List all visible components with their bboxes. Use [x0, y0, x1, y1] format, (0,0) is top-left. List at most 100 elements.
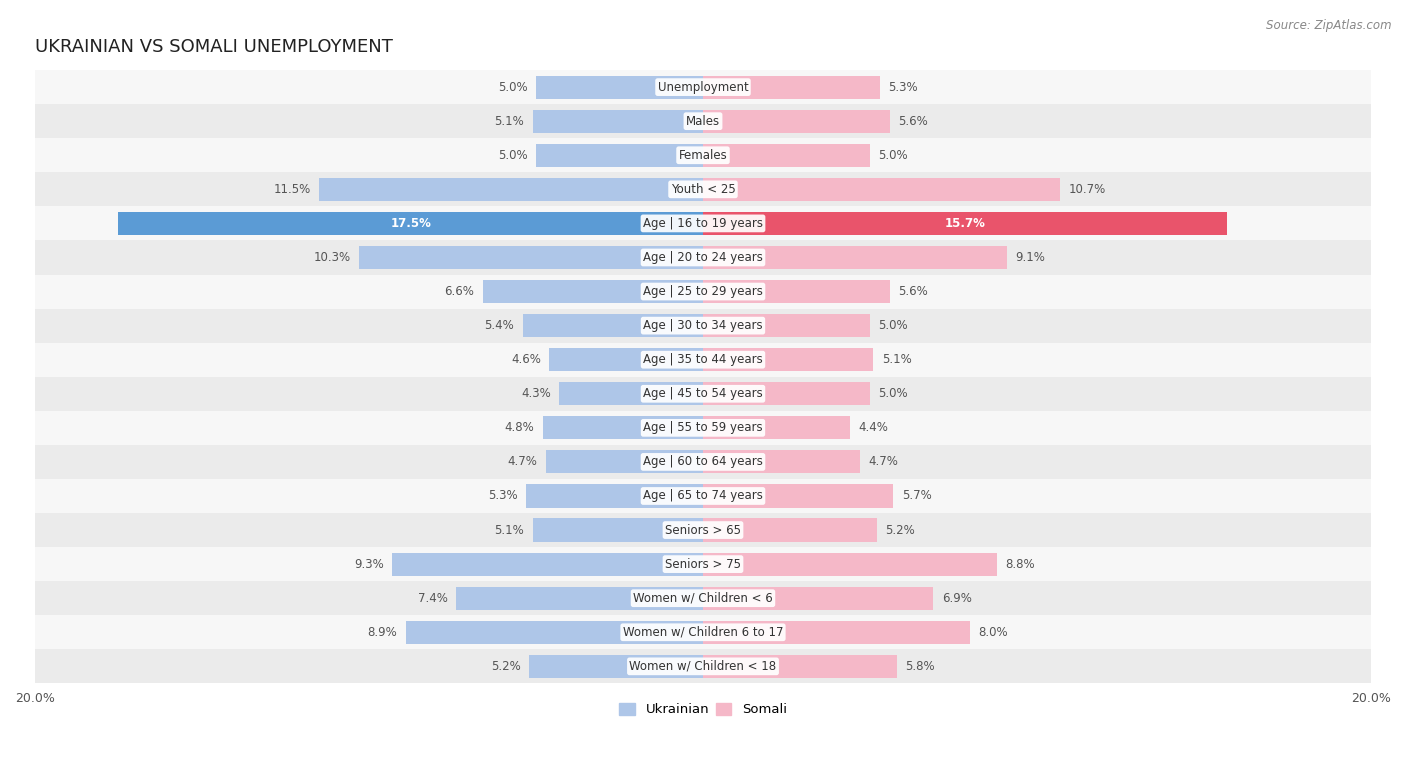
Text: 4.7%: 4.7% — [508, 456, 537, 469]
Text: 5.0%: 5.0% — [879, 388, 908, 400]
Text: 5.0%: 5.0% — [498, 80, 527, 94]
Text: 4.3%: 4.3% — [522, 388, 551, 400]
Bar — [703, 382, 870, 405]
Bar — [703, 280, 890, 303]
Text: Youth < 25: Youth < 25 — [671, 183, 735, 196]
Text: 5.3%: 5.3% — [488, 490, 517, 503]
Bar — [35, 547, 1371, 581]
Text: Age | 65 to 74 years: Age | 65 to 74 years — [643, 490, 763, 503]
Bar — [550, 348, 703, 371]
Bar — [703, 519, 877, 542]
Bar — [703, 314, 870, 337]
Text: Age | 60 to 64 years: Age | 60 to 64 years — [643, 456, 763, 469]
Text: 5.4%: 5.4% — [485, 319, 515, 332]
Text: Age | 45 to 54 years: Age | 45 to 54 years — [643, 388, 763, 400]
Bar — [523, 314, 703, 337]
Text: 6.6%: 6.6% — [444, 285, 474, 298]
Text: 4.8%: 4.8% — [505, 422, 534, 435]
Bar — [456, 587, 703, 610]
Bar — [35, 650, 1371, 684]
Bar — [35, 104, 1371, 139]
Bar — [703, 416, 851, 439]
Bar — [35, 479, 1371, 513]
Text: Males: Males — [686, 115, 720, 128]
Text: 5.1%: 5.1% — [495, 115, 524, 128]
Text: 4.4%: 4.4% — [858, 422, 889, 435]
Bar — [35, 207, 1371, 241]
Text: 9.1%: 9.1% — [1015, 251, 1045, 264]
Bar — [35, 615, 1371, 650]
Bar — [543, 416, 703, 439]
Bar — [703, 484, 893, 507]
Bar — [536, 144, 703, 167]
Text: UKRAINIAN VS SOMALI UNEMPLOYMENT: UKRAINIAN VS SOMALI UNEMPLOYMENT — [35, 38, 392, 56]
Bar — [703, 212, 1227, 235]
Text: Seniors > 75: Seniors > 75 — [665, 558, 741, 571]
Bar — [35, 513, 1371, 547]
Bar — [703, 621, 970, 644]
Bar — [703, 178, 1060, 201]
Bar — [35, 275, 1371, 309]
Bar — [703, 655, 897, 678]
Text: 5.8%: 5.8% — [905, 660, 935, 673]
Text: 8.9%: 8.9% — [367, 626, 398, 639]
Bar — [35, 411, 1371, 445]
Text: 5.0%: 5.0% — [498, 149, 527, 162]
Text: 6.9%: 6.9% — [942, 592, 972, 605]
Bar — [118, 212, 703, 235]
Text: 15.7%: 15.7% — [945, 217, 986, 230]
Text: 9.3%: 9.3% — [354, 558, 384, 571]
Text: 5.6%: 5.6% — [898, 285, 928, 298]
Text: Age | 55 to 59 years: Age | 55 to 59 years — [643, 422, 763, 435]
Bar — [703, 76, 880, 98]
Text: 5.2%: 5.2% — [491, 660, 522, 673]
Text: 5.1%: 5.1% — [882, 354, 911, 366]
Bar — [392, 553, 703, 576]
Bar — [533, 519, 703, 542]
Bar — [482, 280, 703, 303]
Bar — [703, 246, 1007, 269]
Text: 4.6%: 4.6% — [512, 354, 541, 366]
Bar — [703, 110, 890, 132]
Text: Age | 25 to 29 years: Age | 25 to 29 years — [643, 285, 763, 298]
Text: 8.0%: 8.0% — [979, 626, 1008, 639]
Bar — [35, 241, 1371, 275]
Bar — [703, 144, 870, 167]
Bar — [35, 377, 1371, 411]
Text: Females: Females — [679, 149, 727, 162]
Text: 5.0%: 5.0% — [879, 319, 908, 332]
Bar — [703, 587, 934, 610]
Text: 10.7%: 10.7% — [1069, 183, 1107, 196]
Text: Unemployment: Unemployment — [658, 80, 748, 94]
Text: Age | 35 to 44 years: Age | 35 to 44 years — [643, 354, 763, 366]
Text: Women w/ Children < 6: Women w/ Children < 6 — [633, 592, 773, 605]
Text: Age | 30 to 34 years: Age | 30 to 34 years — [643, 319, 763, 332]
Bar — [533, 110, 703, 132]
Bar — [35, 581, 1371, 615]
Text: 5.6%: 5.6% — [898, 115, 928, 128]
Text: Seniors > 65: Seniors > 65 — [665, 524, 741, 537]
Text: Source: ZipAtlas.com: Source: ZipAtlas.com — [1267, 19, 1392, 32]
Text: Age | 20 to 24 years: Age | 20 to 24 years — [643, 251, 763, 264]
Text: 8.8%: 8.8% — [1005, 558, 1035, 571]
Text: 5.1%: 5.1% — [495, 524, 524, 537]
Text: 4.7%: 4.7% — [869, 456, 898, 469]
Legend: Ukrainian, Somali: Ukrainian, Somali — [614, 698, 792, 721]
Bar — [406, 621, 703, 644]
Bar — [35, 173, 1371, 207]
Bar — [536, 76, 703, 98]
Bar — [546, 450, 703, 473]
Bar — [359, 246, 703, 269]
Text: Women w/ Children 6 to 17: Women w/ Children 6 to 17 — [623, 626, 783, 639]
Bar — [35, 309, 1371, 343]
Bar — [526, 484, 703, 507]
Text: 5.0%: 5.0% — [879, 149, 908, 162]
Text: 5.7%: 5.7% — [901, 490, 932, 503]
Bar — [35, 445, 1371, 479]
Text: 7.4%: 7.4% — [418, 592, 447, 605]
Bar — [35, 70, 1371, 104]
Text: 11.5%: 11.5% — [273, 183, 311, 196]
Bar — [560, 382, 703, 405]
Text: Women w/ Children < 18: Women w/ Children < 18 — [630, 660, 776, 673]
Text: 10.3%: 10.3% — [314, 251, 350, 264]
